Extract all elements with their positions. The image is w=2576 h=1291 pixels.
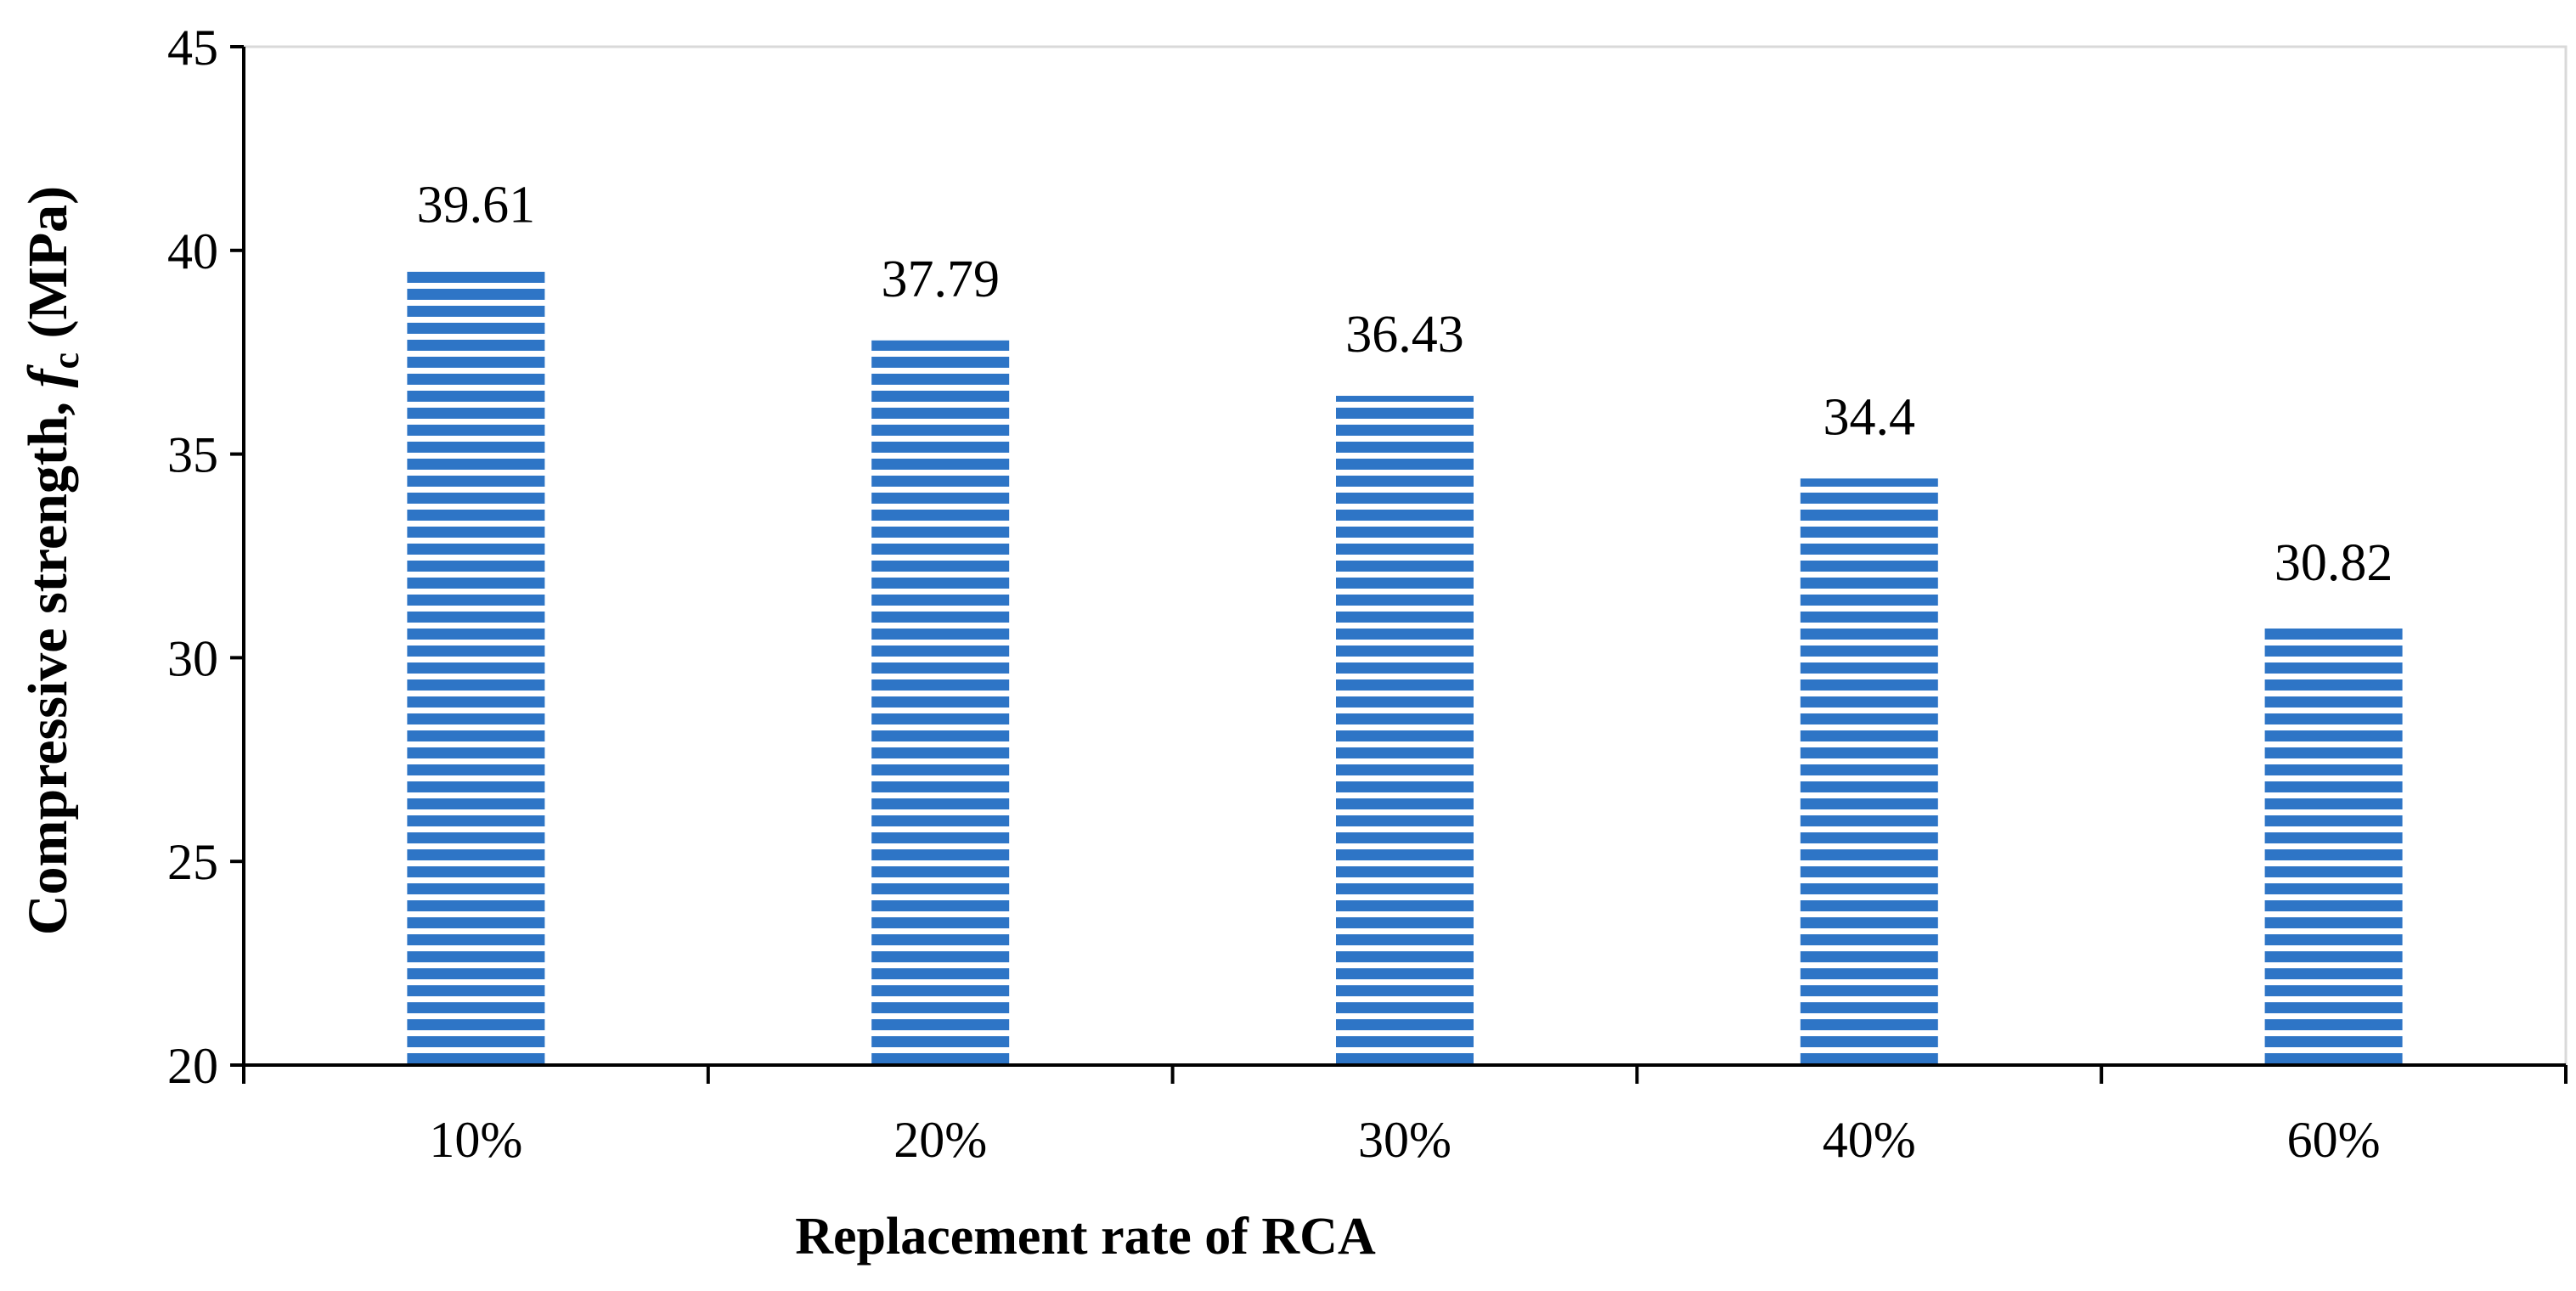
y-axis-title-prefix: Compressive strength, (17, 387, 79, 935)
y-axis-title: Compressive strength, fc (MPa) (17, 186, 87, 935)
x-tick-label: 10% (429, 1112, 522, 1168)
y-axis-title-suffix: (MPa) (17, 186, 79, 352)
bar-data-label: 34.4 (1823, 388, 1916, 446)
x-tick-label: 40% (1823, 1112, 1916, 1168)
bar-data-label: 39.61 (417, 177, 536, 234)
bars-group (407, 266, 2403, 1065)
x-axis-title: Replacement rate of RCA (795, 1208, 1376, 1266)
y-tick-label: 35 (167, 427, 218, 483)
data-labels-group: 39.61 37.79 36.43 34.4 30.82 (417, 177, 2393, 593)
x-axis-ticks: 10% 20% 30% 40% 60% (242, 1065, 2568, 1168)
y-axis-title-subscript: c (45, 352, 87, 369)
y-tick-label: 45 (167, 20, 218, 76)
x-tick-label: 30% (1358, 1112, 1451, 1168)
y-tick-label: 25 (167, 834, 218, 890)
bar-20pct (871, 340, 1010, 1065)
bar-30pct (1336, 396, 1474, 1065)
bar-40pct (1800, 478, 1938, 1065)
bar-data-label: 36.43 (1345, 306, 1464, 364)
x-tick-label: 60% (2287, 1112, 2381, 1168)
bar-10pct (407, 266, 545, 1065)
y-tick-label: 20 (167, 1038, 218, 1094)
bar-data-label: 37.79 (881, 251, 1000, 308)
x-tick-label: 20% (893, 1112, 987, 1168)
bar-data-label: 30.82 (2274, 534, 2393, 592)
y-tick-label: 40 (167, 223, 218, 279)
y-axis-ticks: 20 25 30 35 40 45 (167, 20, 244, 1094)
bar-60pct (2264, 624, 2403, 1065)
y-tick-label: 30 (167, 630, 218, 686)
